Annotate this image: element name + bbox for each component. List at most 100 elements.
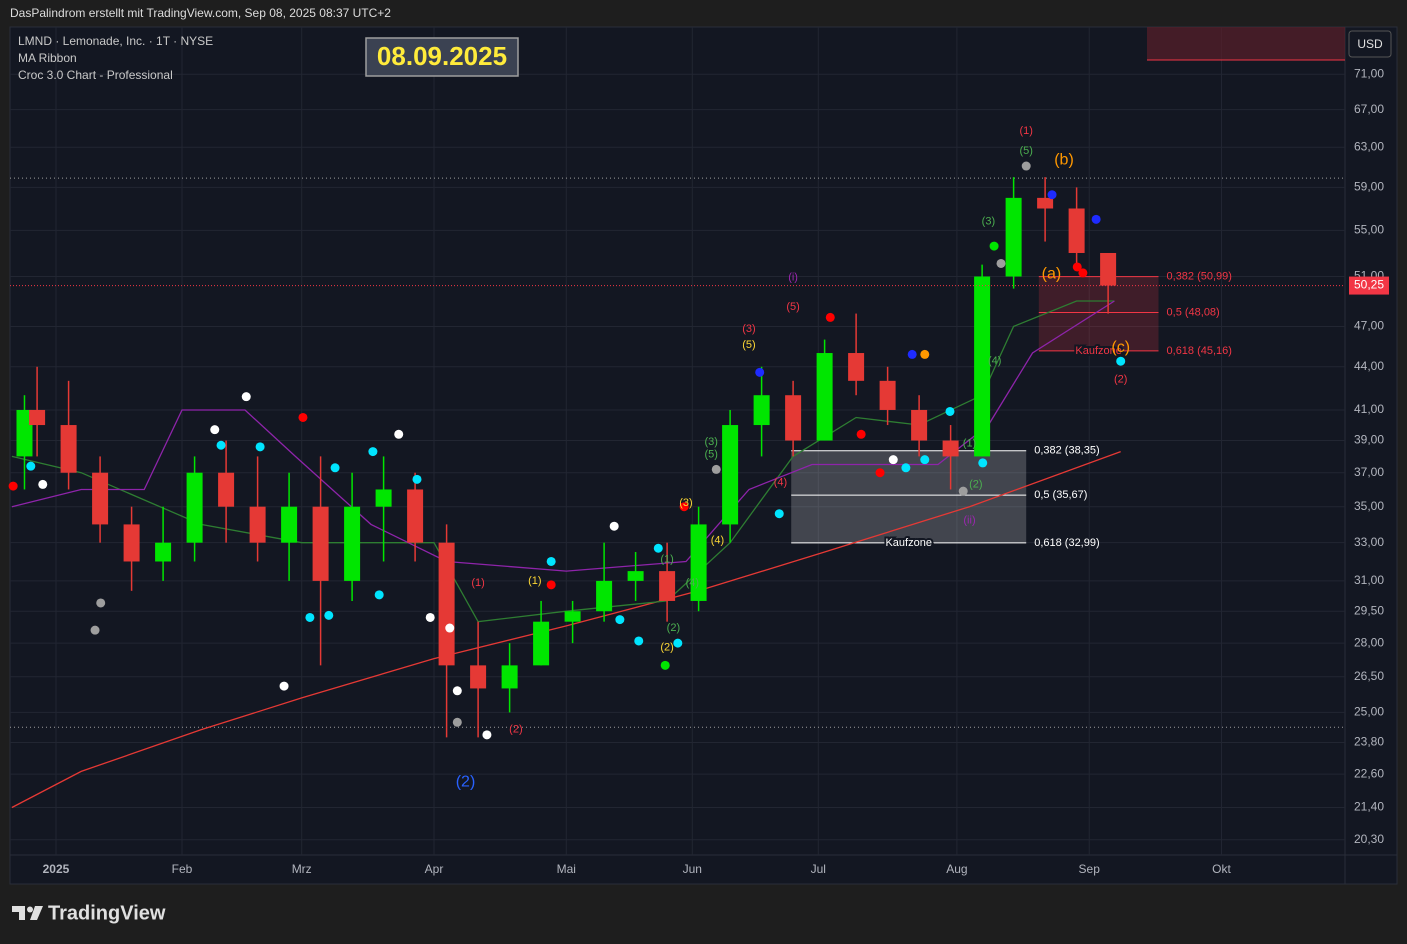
y-tick-label: 28,00 xyxy=(1354,635,1384,649)
wave-label: (3) xyxy=(679,497,692,509)
candle-body xyxy=(564,611,581,622)
signal-dot xyxy=(210,425,220,435)
candle-body xyxy=(155,542,172,562)
candle-body xyxy=(1100,252,1117,286)
signal-dot xyxy=(279,681,289,691)
signal-dot xyxy=(394,429,404,439)
y-tick-label: 23,80 xyxy=(1354,735,1384,749)
y-tick-label: 71,00 xyxy=(1354,66,1384,80)
signal-dot xyxy=(26,461,36,471)
x-tick-label: Feb xyxy=(172,862,193,876)
signal-dot xyxy=(374,590,384,600)
signal-dot xyxy=(1078,268,1088,278)
signal-dot xyxy=(989,241,999,251)
currency-box[interactable] xyxy=(1348,30,1392,58)
ma-line xyxy=(11,300,1115,572)
wave-label: (3) xyxy=(982,215,995,227)
x-tick-label: Mai xyxy=(557,862,576,876)
signal-dot xyxy=(958,486,968,496)
signal-dot xyxy=(679,502,689,512)
signal-dot xyxy=(216,440,226,450)
fib-label: 0,618 (32,99) xyxy=(1034,537,1099,549)
ma-line xyxy=(11,450,1121,809)
wave-label: (4) xyxy=(711,535,724,547)
wave-label: (4) xyxy=(774,477,787,489)
candle-body xyxy=(16,409,33,457)
currency[interactable]: USD xyxy=(1357,37,1383,51)
candle-body xyxy=(785,395,802,441)
candle-body xyxy=(186,472,203,543)
y-tick-label: 33,00 xyxy=(1354,535,1384,549)
signal-dot xyxy=(96,598,106,608)
wave-label: (1) xyxy=(1019,125,1032,137)
y-tick-label: 37,00 xyxy=(1354,465,1384,479)
wave-label: (3) xyxy=(704,436,717,448)
signal-dot xyxy=(615,615,625,625)
y-tick-label: 20,30 xyxy=(1354,832,1384,846)
signal-dot xyxy=(305,612,315,622)
wave-label: (1) xyxy=(963,438,976,450)
candle-body xyxy=(92,472,109,525)
signal-dot xyxy=(1091,214,1101,224)
y-tick-label: 35,00 xyxy=(1354,499,1384,513)
wave-label: (i) xyxy=(788,272,798,284)
candle-body xyxy=(627,571,644,581)
signal-dot xyxy=(996,258,1006,268)
signal-dot xyxy=(774,509,784,519)
credit: DasPalindrom erstellt mit TradingView.co… xyxy=(10,6,391,20)
y-tick-label: 39,00 xyxy=(1354,433,1384,447)
symbol-title: LMND · Lemonade, Inc. · 1T · NYSE xyxy=(18,34,213,48)
wave-label: (a) xyxy=(1042,265,1062,282)
signal-dot xyxy=(660,660,670,670)
signal-dot xyxy=(825,312,835,322)
chart-panel xyxy=(9,26,1398,885)
y-tick-label: 31,00 xyxy=(1354,573,1384,587)
candle-body xyxy=(848,353,865,381)
y-tick-label: 63,00 xyxy=(1354,139,1384,153)
signal-dot xyxy=(255,442,265,452)
y-tick-label: 67,00 xyxy=(1354,102,1384,116)
candle-body xyxy=(281,506,298,543)
y-tick-label: 59,00 xyxy=(1354,180,1384,194)
candle-body xyxy=(438,542,455,666)
axes: 20,30 21,40 22,60 23,80 25,00 26,50 28,00 29,50… xyxy=(43,66,1389,876)
candle-body xyxy=(942,440,959,457)
wave-label: (1) xyxy=(660,553,673,565)
wave-label: (4) xyxy=(988,355,1001,367)
wave-label: (2) xyxy=(667,622,680,634)
candle-body xyxy=(722,425,739,525)
candle-body xyxy=(123,524,140,562)
candle-body xyxy=(533,621,550,666)
signal-dot xyxy=(38,479,48,489)
wave-label: (5) xyxy=(1019,145,1032,157)
signal-dot xyxy=(1072,262,1082,272)
signal-dot xyxy=(711,464,721,474)
signal-dot xyxy=(901,463,911,473)
signal-dot xyxy=(546,580,556,590)
signal-dot xyxy=(1047,190,1057,200)
signal-dot xyxy=(330,463,340,473)
signal-dot xyxy=(324,610,334,620)
candle-body xyxy=(690,524,707,601)
fib-label: 0,382 (38,35) xyxy=(1034,445,1099,457)
signal-dot xyxy=(1021,161,1031,171)
candle-body xyxy=(60,425,77,473)
wave-label: (3) xyxy=(742,323,755,335)
signal-dot xyxy=(945,406,955,416)
signal-dot xyxy=(452,717,462,727)
wave-label: (5) xyxy=(786,301,799,313)
candle-body xyxy=(911,409,928,441)
y-tick-label: 26,50 xyxy=(1354,669,1384,683)
signal-dot xyxy=(241,392,251,402)
signal-dot xyxy=(90,625,100,635)
zone-label: Kaufzone xyxy=(885,537,931,549)
candle-body xyxy=(879,380,896,410)
x-tick-label: Mrz xyxy=(292,862,312,876)
wave-label: (5) xyxy=(742,339,755,351)
candle-body xyxy=(501,665,518,689)
signal-dot xyxy=(546,556,556,566)
y-tick-label: 41,00 xyxy=(1354,402,1384,416)
signal-dot xyxy=(482,730,492,740)
